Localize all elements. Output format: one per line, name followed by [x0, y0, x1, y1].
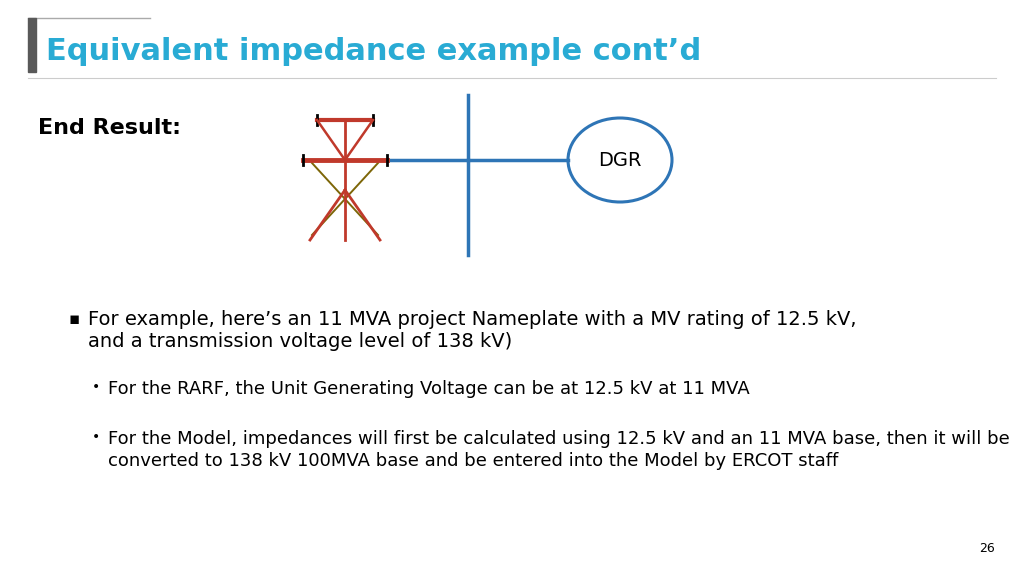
Text: ▪: ▪: [68, 310, 79, 328]
Text: For example, here’s an 11 MVA project Nameplate with a MV rating of 12.5 kV,: For example, here’s an 11 MVA project Na…: [88, 310, 856, 329]
Text: End Result:: End Result:: [38, 118, 181, 138]
Text: and a transmission voltage level of 138 kV): and a transmission voltage level of 138 …: [88, 332, 512, 351]
Text: •: •: [92, 380, 100, 394]
Text: •: •: [92, 430, 100, 444]
Text: DGR: DGR: [598, 150, 642, 169]
Text: converted to 138 kV 100MVA base and be entered into the Model by ERCOT staff: converted to 138 kV 100MVA base and be e…: [108, 452, 839, 470]
Text: For the RARF, the Unit Generating Voltage can be at 12.5 kV at 11 MVA: For the RARF, the Unit Generating Voltag…: [108, 380, 750, 398]
Bar: [28, 18, 36, 72]
Text: Equivalent impedance example cont’d: Equivalent impedance example cont’d: [46, 37, 701, 66]
Text: For the Model, impedances will first be calculated using 12.5 kV and an 11 MVA b: For the Model, impedances will first be …: [108, 430, 1010, 448]
Text: 26: 26: [979, 542, 995, 555]
